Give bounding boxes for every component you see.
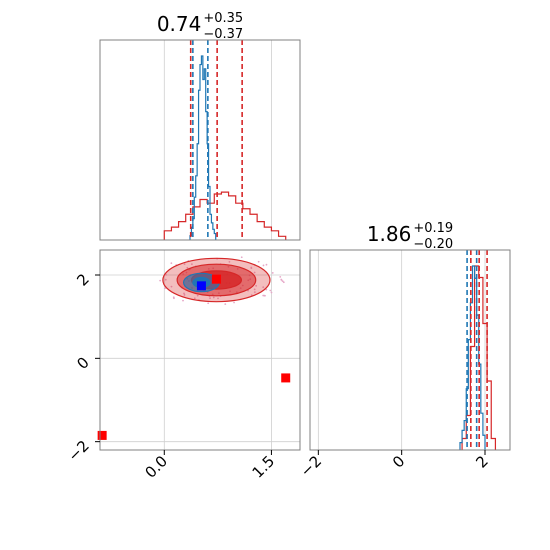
scatter-point <box>224 303 227 305</box>
scatter-point <box>282 281 285 284</box>
scatter-point <box>183 263 186 266</box>
scatter-point <box>270 291 273 294</box>
scatter-point <box>217 297 219 300</box>
scatter-point <box>271 272 274 274</box>
scatter-point <box>196 294 199 297</box>
joint-grid <box>100 250 300 450</box>
scatter-point <box>265 263 268 266</box>
scatter-point <box>186 266 189 269</box>
scatter-point <box>183 294 186 296</box>
top-grid <box>163 40 272 240</box>
histogram-step <box>189 55 217 240</box>
joint-axes-frame <box>99 249 301 451</box>
top-quantile-lines <box>189 40 243 240</box>
scatter-point <box>159 279 162 282</box>
scatter-point <box>262 294 265 297</box>
right-grid <box>317 250 486 450</box>
scatter-point <box>280 278 283 281</box>
scatter-point <box>279 275 282 278</box>
top-histograms <box>163 55 287 240</box>
right-title: 1.86 <box>367 222 412 246</box>
scatter-point <box>262 264 265 267</box>
right-marginal-histogram: −2 0 2 1.86 +0.19 −0.20 <box>297 221 511 480</box>
marker-square <box>211 274 221 284</box>
scatter-point <box>183 292 185 295</box>
scatter-point <box>170 285 173 288</box>
top-title-value: 0.74 <box>157 12 202 36</box>
scatter-point <box>209 297 211 299</box>
right-title-plus: +0.19 <box>413 221 453 236</box>
right-axes-frame <box>309 249 511 451</box>
scatter-point <box>253 291 256 294</box>
top-title-minus: −0.37 <box>203 27 243 42</box>
scatter-point <box>253 288 256 291</box>
scatter-point <box>250 267 253 270</box>
scatter-point <box>253 271 256 274</box>
top-title-plus: +0.35 <box>203 11 243 26</box>
right-quantile-lines <box>466 250 488 450</box>
scatter-point <box>262 286 265 289</box>
marker-square <box>281 373 291 383</box>
top-marginal-histogram: 0.74 +0.35 −0.37 <box>99 11 301 241</box>
scatter-point <box>170 262 173 265</box>
joint-markers <box>97 274 291 440</box>
scatter-point <box>182 299 184 302</box>
top-title: 0.74 <box>157 12 202 36</box>
scatter-point <box>165 273 167 276</box>
scatter-point <box>281 280 284 283</box>
scatter-point <box>228 260 231 263</box>
top-axes-frame <box>99 39 301 241</box>
histogram-step <box>163 191 287 240</box>
scatter-point <box>264 294 266 297</box>
right-histograms <box>459 265 497 450</box>
right-title-minus: −0.20 <box>413 237 453 252</box>
scatter-point <box>212 296 215 299</box>
right-title-value: 1.86 <box>367 222 412 246</box>
marker-square <box>196 281 206 291</box>
scatter-point <box>233 301 235 304</box>
scatter-point <box>207 302 210 305</box>
scatter-point <box>257 260 260 263</box>
scatter-point <box>172 296 175 299</box>
scatter-point <box>255 284 258 287</box>
marker-square <box>97 430 107 440</box>
scatter-point <box>269 289 272 292</box>
histogram-step <box>459 265 486 450</box>
scatter-point <box>193 297 196 300</box>
scatter-point <box>164 278 167 281</box>
scatter-point <box>240 256 243 259</box>
scatter-point <box>190 263 193 266</box>
